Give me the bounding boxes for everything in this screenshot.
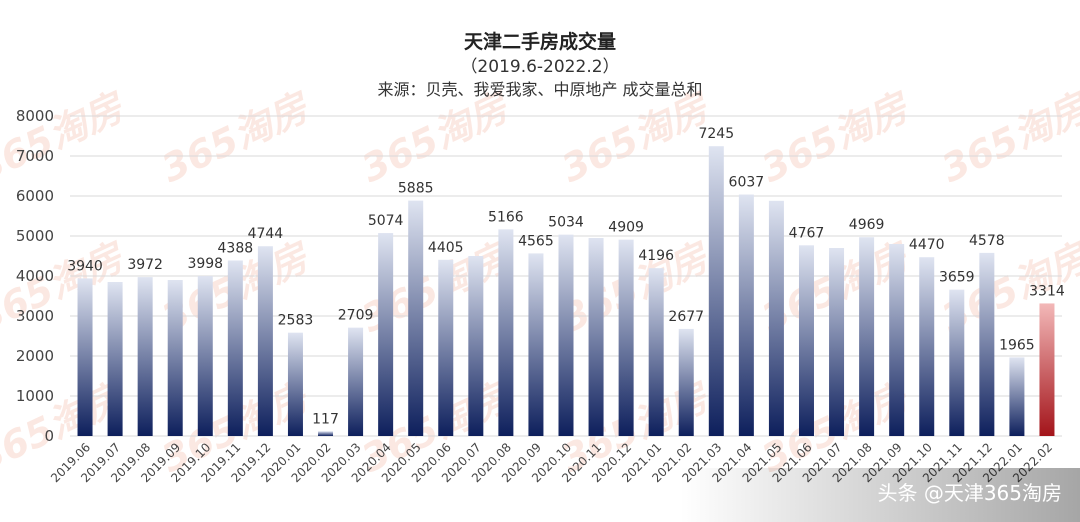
- bar: [137, 277, 153, 436]
- data-label: 4565: [518, 233, 554, 249]
- data-label: 4767: [789, 225, 825, 241]
- bar: [528, 253, 544, 436]
- data-label: 3972: [127, 257, 163, 273]
- y-tick-label: 6000: [16, 187, 54, 205]
- bar: [257, 246, 273, 436]
- data-label: 3314: [1029, 283, 1065, 299]
- y-tick-label: 0: [44, 427, 54, 445]
- bar: [798, 245, 814, 436]
- watermark-text: 365淘房: [155, 84, 318, 191]
- data-label: 4196: [638, 248, 674, 264]
- data-label: 4969: [849, 217, 885, 233]
- bar: [287, 332, 303, 436]
- bar: [378, 233, 394, 436]
- y-tick-label: 4000: [16, 267, 54, 285]
- bar: [77, 278, 93, 436]
- bar: [979, 252, 995, 436]
- data-label: 5074: [368, 213, 404, 229]
- bar: [438, 259, 454, 436]
- data-label: 7245: [698, 126, 734, 142]
- data-label: 4405: [428, 240, 464, 256]
- bar: [708, 146, 724, 436]
- y-tick-label: 2000: [16, 347, 54, 365]
- bar: [318, 431, 334, 436]
- bar: [919, 257, 935, 436]
- chart-source: 来源：贝壳、我爱我家、中原地产 成交量总和: [377, 80, 702, 99]
- bar: [949, 289, 965, 436]
- data-label: 4388: [218, 240, 254, 256]
- bar: [468, 256, 484, 436]
- bar: [348, 327, 364, 436]
- data-label: 6037: [729, 175, 765, 191]
- data-label: 4909: [608, 220, 644, 236]
- chart-title: 天津二手房成交量: [464, 30, 616, 53]
- data-label: 2709: [338, 308, 374, 324]
- bar: [558, 234, 574, 436]
- data-label: 2583: [278, 313, 314, 329]
- chart-subtitle: （2019.6-2022.2）: [460, 57, 619, 77]
- y-tick-label: 8000: [16, 107, 54, 125]
- data-label: 4470: [909, 237, 945, 253]
- bar: [618, 239, 634, 436]
- data-label: 4578: [969, 233, 1005, 249]
- y-axis: 0 1000 2000 3000 4000 5000 6000 7000 8000: [16, 107, 54, 445]
- bar: [498, 229, 514, 436]
- data-label: 1965: [999, 337, 1035, 353]
- bar: [1009, 357, 1025, 436]
- watermark-text: 365淘房: [555, 84, 718, 191]
- watermark-text: 365淘房: [0, 84, 133, 191]
- data-label: 5166: [488, 209, 524, 225]
- data-label: 3659: [939, 270, 975, 286]
- y-tick-label: 5000: [16, 227, 54, 245]
- bar: [738, 194, 754, 436]
- bar: [889, 244, 905, 436]
- data-label: 2677: [668, 309, 704, 325]
- y-tick-label: 7000: [16, 147, 54, 165]
- y-tick-label: 3000: [16, 307, 54, 325]
- footer-credit: 头条 @天津365淘房: [877, 481, 1062, 505]
- bar: [1039, 303, 1055, 436]
- data-label: 4744: [248, 226, 284, 242]
- bar: [588, 238, 604, 436]
- bars: [77, 146, 1055, 436]
- bar: [167, 280, 183, 436]
- bar: [678, 328, 694, 436]
- bar: [829, 248, 845, 436]
- bar: [227, 260, 243, 436]
- data-label: 3940: [67, 258, 103, 274]
- bar: [107, 282, 123, 436]
- bar: [859, 237, 875, 436]
- bar: [197, 276, 213, 436]
- watermark-text: 365淘房: [755, 84, 918, 191]
- watermark-text: 365淘房: [935, 84, 1080, 191]
- footer-shade: [680, 468, 1080, 522]
- watermark-text: 365淘房: [355, 84, 518, 191]
- bar: [648, 268, 664, 436]
- y-tick-label: 1000: [16, 387, 54, 405]
- data-label: 117: [312, 411, 339, 427]
- data-label: 5885: [398, 181, 434, 197]
- data-label: 5034: [548, 215, 584, 231]
- bar: [768, 200, 784, 436]
- data-label: 3998: [187, 256, 223, 272]
- bar: [408, 200, 424, 436]
